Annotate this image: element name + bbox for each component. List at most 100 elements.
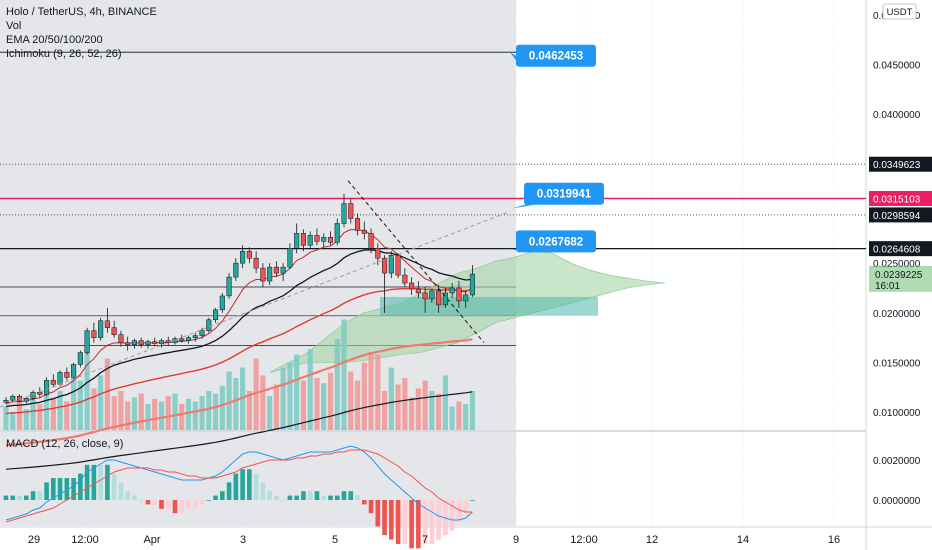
macd-histogram-bar (71, 478, 76, 500)
candle-body (199, 330, 205, 336)
candle-body (57, 372, 63, 385)
volume-bar (98, 375, 104, 430)
volume-bar (273, 384, 279, 430)
macd-tick-label: 0.0000000 (873, 496, 921, 507)
macd-histogram-bar (172, 500, 178, 514)
macd-histogram-bar (294, 495, 299, 500)
volume-bar (172, 393, 178, 430)
candle-body (23, 397, 29, 402)
volume-bar (233, 378, 239, 430)
callout-pointer (512, 203, 540, 209)
price-callout-text: 0.0319941 (537, 189, 592, 201)
candle-body (382, 257, 388, 274)
macd-histogram-bar (206, 500, 212, 501)
macd-histogram-bar (78, 473, 83, 500)
macd-histogram-bar (260, 482, 266, 500)
macd-histogram-bar (361, 500, 367, 505)
macd-histogram-bar (253, 473, 259, 500)
ema-line (5, 249, 473, 408)
macd-histogram-bar (247, 469, 252, 500)
candle-body (145, 341, 151, 345)
volume-bar (294, 354, 300, 430)
time-tick-label: 14 (737, 534, 749, 546)
ema-indicator-label[interactable]: EMA 20/50/100/200 (6, 34, 103, 46)
macd-histogram-bar (220, 491, 225, 500)
price-level-tag-text: 0.0264608 (873, 245, 921, 256)
macd-histogram-bar (334, 495, 340, 500)
macd-histogram-bar (422, 500, 428, 544)
volume-bar (267, 396, 273, 430)
time-tick-label: 7 (422, 534, 428, 546)
macd-histogram-bar (341, 491, 347, 500)
macd-histogram-bar (389, 500, 394, 540)
volume-bar (463, 404, 469, 430)
candle-body (152, 341, 158, 344)
macd-histogram-bar (111, 473, 117, 500)
macd-histogram-bar (179, 500, 185, 514)
candle-body (125, 342, 131, 345)
candle-body (402, 274, 408, 284)
candle-body (429, 290, 435, 300)
time-tick-label: 12 (646, 534, 658, 546)
macd-indicator-label[interactable]: MACD (12, 26, close, 9) (6, 438, 124, 450)
price-tick-label: 0.0200000 (873, 309, 921, 320)
time-tick-label: 29 (28, 534, 40, 546)
last-price-tag (869, 265, 932, 292)
macd-histogram-bar (409, 500, 414, 549)
macd-histogram-bar (30, 491, 36, 500)
candle-body (334, 223, 340, 243)
volume-bar (179, 404, 185, 430)
symbol-title[interactable]: Holo / TetherUS, 4h, BINANCE (6, 6, 157, 18)
volume-indicator-label[interactable]: Vol (6, 20, 22, 32)
volume-bar (436, 393, 442, 430)
trendline-up (0, 211, 511, 408)
candle-body (409, 282, 415, 290)
ichimoku-indicator-label[interactable]: Ichimoku (9, 26, 52, 26) (6, 48, 122, 60)
volume-bar (260, 375, 266, 430)
price-callout-text: 0.0462453 (529, 51, 583, 63)
candle-body (280, 266, 286, 274)
time-tick-label: 5 (332, 534, 338, 546)
macd-histogram-bar (456, 500, 462, 522)
candle-body (64, 372, 70, 378)
price-callout (516, 230, 596, 253)
ema-line (5, 338, 473, 447)
volume-bar (321, 383, 327, 430)
volume-bar (449, 406, 455, 430)
candle-body (206, 319, 212, 331)
volume-bar (361, 362, 367, 430)
candle-body (185, 337, 192, 341)
macd-histogram-bar (463, 500, 468, 514)
macd-histogram-bar (23, 495, 29, 500)
candle-body (348, 203, 354, 219)
macd-histogram-bar (226, 482, 232, 500)
macd-histogram-bar (132, 495, 137, 500)
candle-body (422, 292, 428, 300)
volume-bar (125, 401, 131, 430)
volume-bar (84, 352, 90, 430)
ema-line (5, 288, 473, 415)
currency-box (882, 3, 917, 20)
candle-body (240, 250, 246, 264)
candle-body (463, 294, 469, 302)
volume-bar (415, 388, 421, 430)
macd-histogram-bar (213, 495, 218, 500)
macd-histogram-bar (301, 491, 306, 500)
macd-histogram-bar (436, 500, 441, 540)
volume-bar (219, 385, 225, 430)
candle-body (192, 335, 198, 338)
macd-histogram-bar (375, 500, 381, 527)
price-level-tag (869, 156, 932, 172)
candle-body (111, 327, 117, 335)
price-tick-label: 0.0150000 (873, 358, 921, 369)
volume-bar (348, 371, 354, 430)
macd-histogram-bar (280, 500, 286, 501)
candle-body (307, 235, 313, 246)
candle-body (415, 288, 421, 294)
volume-bar (341, 319, 347, 430)
candle-body (104, 320, 110, 328)
volume-bar (192, 401, 198, 430)
macd-histogram-bar (267, 491, 272, 500)
